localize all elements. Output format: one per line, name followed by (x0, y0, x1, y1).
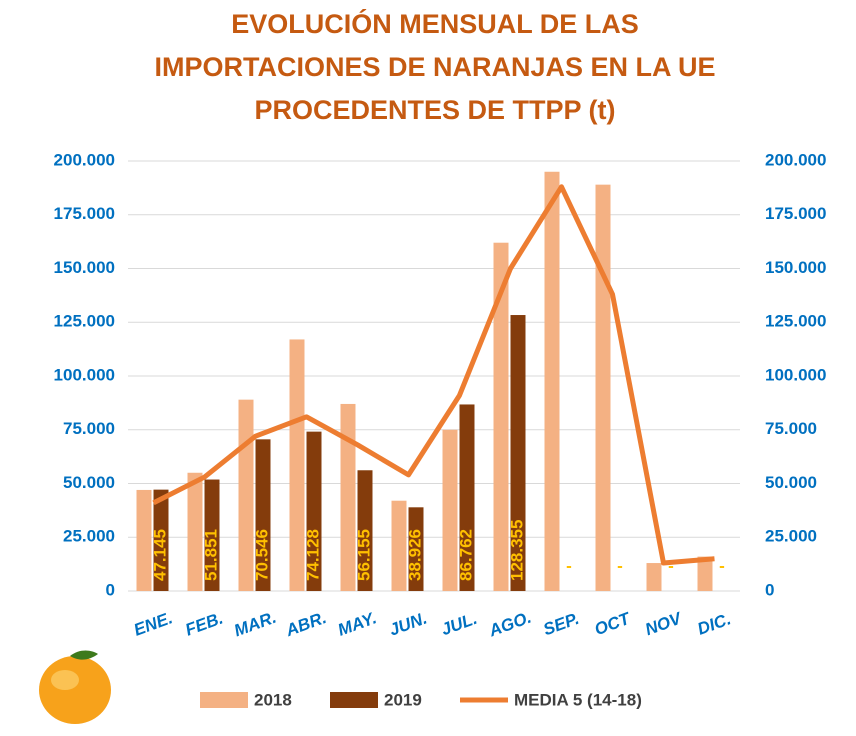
x-tick-label: FEB. (183, 608, 226, 639)
legend-label: MEDIA 5 (14-18) (514, 690, 642, 709)
bar (290, 339, 305, 591)
y2-tick-label: 200.000 (765, 150, 826, 169)
y-tick-label: 0 (106, 580, 115, 599)
x-tick-label: MAR. (231, 608, 278, 641)
y-tick-label: 25.000 (63, 527, 115, 546)
bar (341, 404, 356, 591)
y2-tick-label: 50.000 (765, 473, 817, 492)
y-tick-label: 100.000 (54, 365, 115, 384)
y-tick-label: 50.000 (63, 473, 115, 492)
x-tick-label: JUL. (439, 609, 480, 639)
x-tick-label: OCT (592, 608, 634, 639)
orange-icon (39, 651, 111, 725)
line (154, 187, 715, 563)
data-label: 86.762 (456, 529, 475, 581)
y2-tick-label: 125.000 (765, 312, 826, 331)
legend-item: 2018 (200, 690, 292, 709)
x-tick-label: AGO. (486, 608, 534, 641)
bar (545, 172, 560, 591)
y-tick-label: 125.000 (54, 312, 115, 331)
data-label: 51.851 (201, 529, 220, 581)
y2-tick-label: 175.000 (765, 204, 826, 223)
x-tick-label: ENE. (131, 608, 175, 639)
x-tick-label: ABR. (282, 608, 328, 640)
x-tick-label: SEP. (541, 609, 582, 639)
data-label: 47.145 (150, 529, 169, 581)
legend-swatch (330, 692, 378, 708)
bar (647, 563, 662, 591)
data-label: 128.355 (507, 520, 526, 581)
y-tick-label: 75.000 (63, 419, 115, 438)
chart-title: EVOLUCIÓN MENSUAL DE LAS (231, 8, 639, 39)
data-label: - (668, 556, 674, 575)
y-tick-label: 150.000 (54, 258, 115, 277)
legend-item: MEDIA 5 (14-18) (460, 690, 642, 709)
y2-tick-label: 150.000 (765, 258, 826, 277)
x-tick-label: NOV (643, 608, 686, 639)
y2-tick-label: 100.000 (765, 365, 826, 384)
y2-tick-label: 75.000 (765, 419, 817, 438)
y-tick-label: 175.000 (54, 204, 115, 223)
bar (188, 473, 203, 591)
bar (392, 501, 407, 591)
bar (443, 430, 458, 591)
data-label: 74.128 (303, 529, 322, 581)
chart-title: PROCEDENTES DE TTPP (t) (254, 95, 615, 125)
data-label: 56.155 (354, 529, 373, 581)
chart: EVOLUCIÓN MENSUAL DE LAS IMPORTACIONES DE… (0, 0, 856, 731)
data-label: 70.546 (252, 529, 271, 581)
legend-item: 2019 (330, 690, 422, 709)
x-tick-label: DIC. (695, 609, 733, 638)
data-label: 38.926 (405, 529, 424, 581)
chart-title: IMPORTACIONES DE NARANJAS EN LA UE (154, 52, 715, 82)
x-tick-label: JUN. (387, 608, 430, 639)
legend-label: 2019 (384, 690, 422, 709)
bar (239, 400, 254, 591)
data-label: - (617, 556, 623, 575)
legend-label: 2018 (254, 690, 292, 709)
bar (137, 490, 152, 591)
y2-tick-label: 0 (765, 580, 774, 599)
bar (596, 185, 611, 591)
data-label: - (719, 556, 725, 575)
y2-tick-label: 25.000 (765, 527, 817, 546)
x-tick-label: MAY. (335, 608, 379, 639)
legend-swatch (200, 692, 248, 708)
data-label: - (566, 556, 572, 575)
y-tick-label: 200.000 (54, 150, 115, 169)
